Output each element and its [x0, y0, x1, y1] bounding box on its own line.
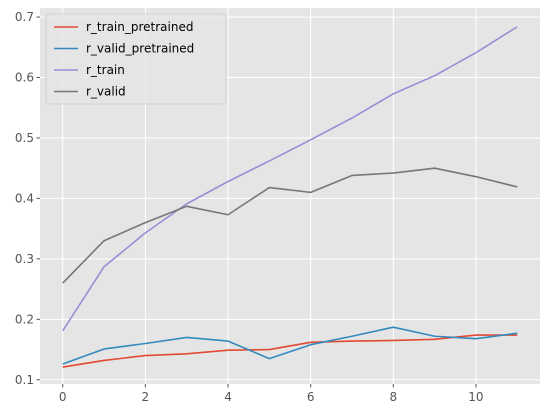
- series-lines: [62, 26, 518, 368]
- x-tick-label: 6: [307, 390, 315, 404]
- legend-label: r_valid_pretrained: [86, 42, 194, 56]
- y-tick-label: 0.3: [15, 252, 34, 266]
- series-line-r-valid-pretrained: [62, 326, 518, 365]
- y-tick-label: 0.2: [15, 312, 34, 326]
- series-line-r-valid: [62, 167, 518, 284]
- x-tick-label: 0: [59, 390, 67, 404]
- series-line-r-train-pretrained: [62, 334, 518, 368]
- y-tick-label: 0.5: [15, 131, 34, 145]
- legend-label: r_train: [86, 63, 125, 77]
- legend: r_train_pretrained r_valid_pretrained r_tr…: [45, 13, 227, 105]
- x-axis: 0 2 4 6 8 10: [59, 384, 484, 404]
- y-tick-label: 0.1: [15, 373, 34, 387]
- x-tick-label: 10: [468, 390, 483, 404]
- y-axis: 0.1 0.2 0.3 0.4 0.5 0.6 0.7: [15, 10, 40, 387]
- y-tick-label: 0.4: [15, 191, 34, 205]
- legend-label: r_train_pretrained: [86, 20, 193, 34]
- series-line-r-train: [62, 26, 518, 332]
- x-tick-label: 8: [389, 390, 397, 404]
- y-tick-label: 0.6: [15, 71, 34, 85]
- grid-lines: [40, 8, 540, 384]
- legend-label: r_valid: [86, 85, 126, 99]
- x-tick-label: 2: [142, 390, 150, 404]
- legend-box: [45, 13, 227, 105]
- y-tick-label: 0.7: [15, 10, 34, 24]
- x-tick-label: 4: [224, 390, 232, 404]
